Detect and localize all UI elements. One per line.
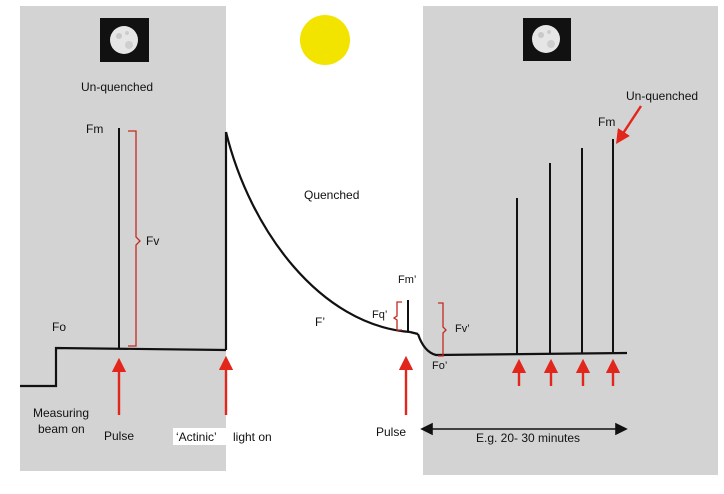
red-arrow-unquenched	[616, 105, 643, 145]
actinic-label-box	[173, 428, 231, 445]
label-actinic-rest: light on	[233, 430, 272, 444]
label-measuring-line1: Measuring	[33, 406, 89, 420]
moon-icon	[100, 18, 149, 62]
label-quenched: Quenched	[304, 188, 359, 202]
label-time-span: E.g. 20- 30 minutes	[476, 431, 580, 445]
brackets	[128, 130, 447, 357]
left-dark-panel	[20, 6, 226, 471]
fq-prime-bracket	[392, 301, 402, 331]
label-fo-prime: Fo’	[432, 360, 447, 372]
label-fm-left: Fm	[86, 122, 103, 136]
fv-prime-bracket	[438, 302, 447, 357]
pulse-arrows	[111, 105, 643, 415]
fv-bracket	[128, 130, 141, 347]
label-fo: Fo	[52, 320, 66, 334]
fluorescence-trace	[20, 131, 628, 388]
moon-icon	[523, 18, 571, 61]
label-fv: Fv	[146, 234, 159, 248]
label-fm-right: Fm	[598, 115, 615, 129]
label-measuring-line2: beam on	[38, 422, 85, 436]
right-dark-panel	[423, 6, 718, 475]
label-actinic-quoted: ‘Actinic’	[176, 430, 217, 444]
label-unquenched-left: Un-quenched	[81, 80, 153, 94]
label-fv-prime: Fv’	[455, 323, 470, 335]
pulse-spikes	[118, 128, 614, 354]
label-f-prime: F’	[315, 315, 325, 329]
time-span-arrow	[420, 422, 628, 436]
label-pulse-left: Pulse	[104, 429, 134, 443]
label-unquenched-right: Un-quenched	[626, 89, 698, 103]
label-fq-prime: Fq’	[372, 309, 387, 321]
label-pulse-mid: Pulse	[376, 425, 406, 439]
label-fm-prime: Fm’	[398, 274, 416, 286]
sun-icon	[300, 15, 350, 65]
